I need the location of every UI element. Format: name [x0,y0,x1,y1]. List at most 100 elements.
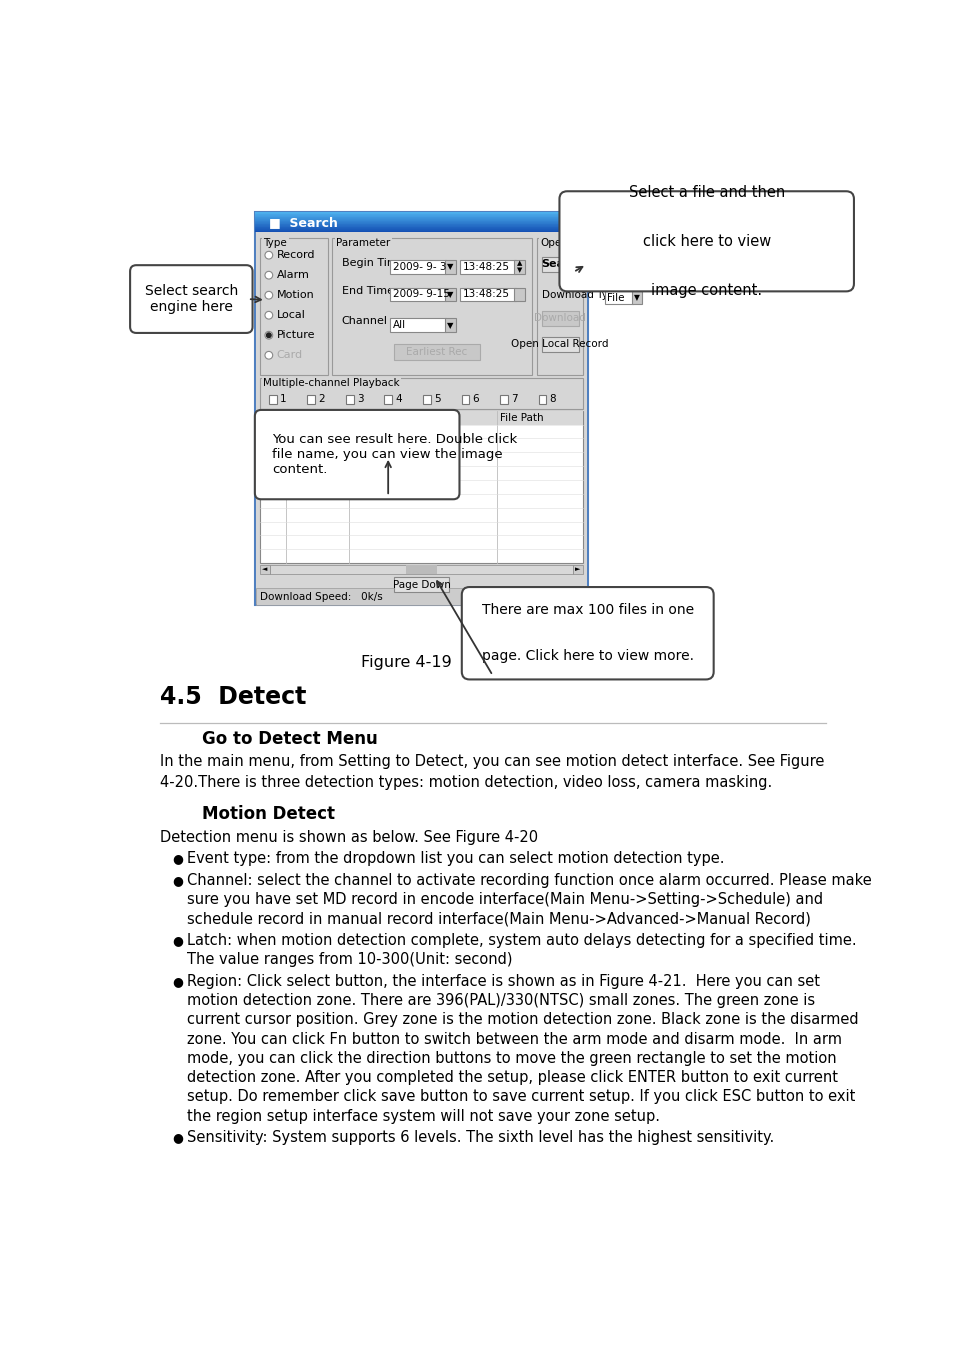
Text: Earliest Rec: Earliest Rec [406,347,467,358]
Text: 2009- 9- 3: 2009- 9- 3 [393,262,446,271]
Text: 4-20.There is three detection types: motion detection, video loss, camera maskin: 4-20.There is three detection types: mot… [159,775,771,790]
Text: ▼: ▼ [446,290,453,298]
Text: ●: ● [172,975,183,988]
Text: File: File [607,293,624,302]
Text: File Size(KB): File Size(KB) [289,413,353,423]
Text: There are max 100 files in one

page. Click here to view more.: There are max 100 files in one page. Cli… [481,603,693,663]
Text: Picture: Picture [276,331,314,340]
Text: Download Speed:   0k/s: Download Speed: 0k/s [259,593,382,602]
Bar [459,288,516,301]
Bar [444,319,456,332]
Text: ●: ● [172,934,183,946]
Text: Page Down: Page Down [392,579,450,590]
Bar [394,344,479,360]
Text: ◄: ◄ [262,567,268,572]
Bar [514,259,525,274]
Text: current cursor position. Grey zone is the motion detection zone. Black zone is t: current cursor position. Grey zone is th… [187,1012,858,1027]
Text: Download Type: Download Type [541,290,619,300]
Text: 5: 5 [434,394,440,404]
Text: Sensitivity: System supports 6 levels. The sixth level has the highest sensitivi: Sensitivity: System supports 6 levels. T… [187,1130,774,1145]
Text: Type: Type [263,238,287,248]
Bar [259,410,583,563]
Text: Alarm: Alarm [276,270,309,281]
Bar [537,238,583,375]
Bar [270,564,572,574]
Text: Motion: Motion [276,290,314,300]
FancyBboxPatch shape [130,265,253,333]
Bar [444,259,456,274]
Text: Operation: Operation [540,238,593,248]
Text: Select a file and then

click here to view

image content.: Select a file and then click here to vie… [628,185,784,298]
Text: ▼: ▼ [517,267,522,274]
Bar [406,564,436,574]
Text: the region setup interface system will not save your zone setup.: the region setup interface system will n… [187,1108,659,1123]
Bar [259,238,328,375]
Text: 4.5  Detect: 4.5 Detect [159,686,306,709]
Bar [259,564,270,574]
Text: Event type: from the dropdown list you can select motion detection type.: Event type: from the dropdown list you c… [187,852,724,867]
Bar [587,256,633,273]
Text: All: All [393,320,406,331]
Text: Latch: when motion detection complete, system auto delays detecting for a specif: Latch: when motion detection complete, s… [187,933,856,948]
Text: ►: ► [575,567,580,572]
Bar [255,232,587,603]
Bar [541,336,578,352]
Text: Detection menu is shown as below. See Figure 4-20: Detection menu is shown as below. See Fi… [159,830,537,845]
Text: Begin Time: Begin Time [341,258,404,267]
Text: Channel: Channel [341,316,387,327]
Text: Local: Local [276,310,305,320]
Bar [390,288,446,301]
Bar [346,396,354,404]
Text: ●: ● [172,873,183,887]
Text: Parameter: Parameter [335,238,390,248]
Text: End Time: End Time [341,286,394,296]
Bar [604,292,633,305]
Text: File Name: File Name [353,413,403,423]
Text: 3: 3 [356,394,363,404]
Text: Record: Record [276,250,314,261]
Text: Playba…: Playba… [587,259,633,270]
Bar [332,238,532,375]
Bar [499,396,507,404]
Text: 13:48:25: 13:48:25 [462,289,509,300]
FancyBboxPatch shape [558,192,853,292]
Text: Go to Detect Menu: Go to Detect Menu [202,730,377,748]
Text: 7: 7 [511,394,517,404]
Bar [384,396,392,404]
Text: 8: 8 [549,394,556,404]
Text: You can see result here. Double click
file name, you can view the image
content.: You can see result here. Double click fi… [272,433,517,477]
Text: The value ranges from 10-300(Unit: second): The value ranges from 10-300(Unit: secon… [187,952,513,967]
Text: Open Local Record: Open Local Record [511,339,608,350]
Text: Motion Detect: Motion Detect [202,805,335,823]
FancyBboxPatch shape [461,587,713,679]
Bar [259,378,583,409]
Text: 13:48:25: 13:48:25 [462,262,509,271]
Bar [394,576,448,593]
Circle shape [265,271,273,279]
Text: Region: Click select button, the interface is shown as in Figure 4-21.  Here you: Region: Click select button, the interfa… [187,973,820,988]
Bar [422,396,431,404]
Text: 6: 6 [472,394,478,404]
Text: 4: 4 [395,394,401,404]
Bar [269,396,276,404]
Bar [444,288,456,301]
Text: mode, you can click the direction buttons to move the green rectangle to set the: mode, you can click the direction button… [187,1050,836,1065]
Text: ▼: ▼ [446,321,453,329]
Bar [631,292,641,305]
Text: ▼: ▼ [634,293,639,302]
Circle shape [266,333,271,338]
Bar [390,319,446,332]
Text: Multiple-channel Playback: Multiple-channel Playback [263,378,399,387]
Bar [541,256,583,273]
Bar [255,587,587,605]
Text: 1: 1 [279,394,286,404]
Text: Card: Card [276,350,302,360]
Text: Figure 4-19: Figure 4-19 [360,655,451,670]
Circle shape [265,351,273,359]
Text: ▼: ▼ [446,262,453,271]
Text: setup. Do remember click save button to save current setup. If you click ESC but: setup. Do remember click save button to … [187,1089,855,1104]
Circle shape [265,251,273,259]
Text: detection zone. After you completed the setup, please click ENTER button to exit: detection zone. After you completed the … [187,1071,838,1085]
Circle shape [265,292,273,300]
Text: Channel: select the channel to activate recording function once alarm occurred. : Channel: select the channel to activate … [187,873,871,888]
